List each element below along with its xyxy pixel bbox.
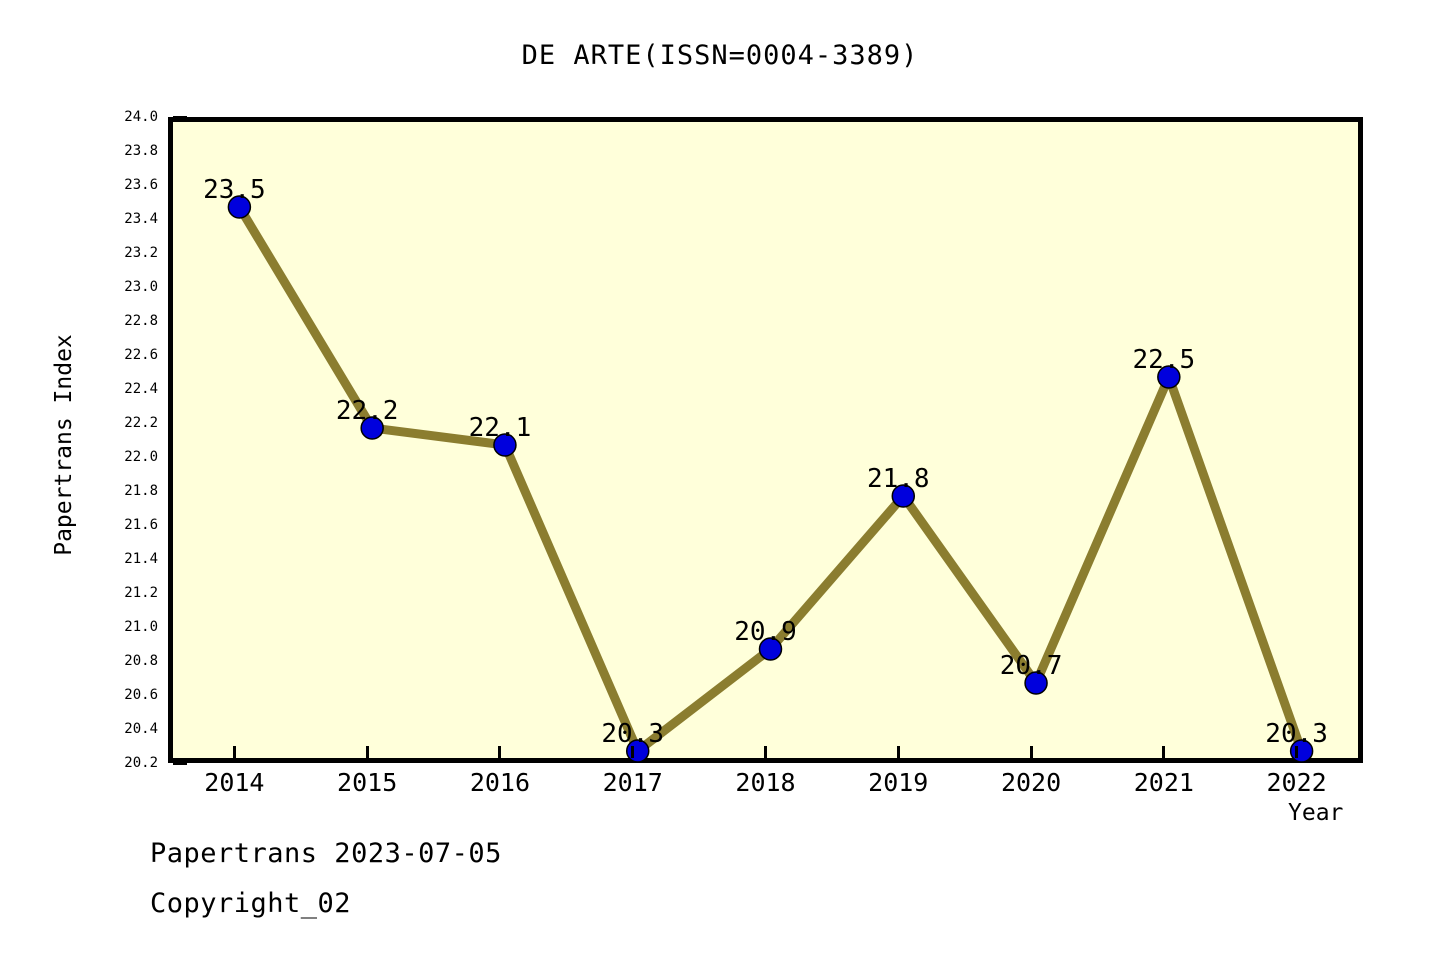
x-tick-mark — [1029, 746, 1033, 758]
y-tick-label: 21.0 — [124, 619, 158, 635]
marker-group — [227, 195, 1314, 763]
x-tick-label-2015: 2015 — [337, 768, 398, 797]
data-point-2014 — [227, 195, 252, 219]
data-point-2016 — [493, 433, 517, 457]
x-tick-label-2018: 2018 — [735, 768, 796, 797]
x-tick-mark — [232, 746, 236, 758]
x-tick-label-2016: 2016 — [469, 768, 531, 797]
data-label-2016: 22.1 — [468, 413, 532, 443]
y-tick-label: 21.4 — [124, 551, 158, 567]
y-tick-label: 20.8 — [124, 653, 158, 669]
x-tick-mark — [498, 746, 502, 758]
x-tick-label-2019: 2019 — [868, 768, 929, 797]
data-label-2020: 20.7 — [999, 651, 1063, 681]
data-label-2022: 20.3 — [1265, 719, 1328, 749]
data-label-2014: 23.5 — [203, 175, 266, 205]
y-tick-label: 23.0 — [124, 279, 158, 295]
data-series-svg — [227, 195, 1314, 763]
y-tick-major — [173, 762, 187, 765]
data-point-2018 — [758, 637, 783, 661]
x-tick-mark — [764, 746, 767, 758]
y-tick-label: 22.6 — [124, 347, 158, 363]
x-tick-mark — [631, 746, 635, 758]
data-point-2019 — [891, 484, 916, 508]
y-tick-label: 20.2 — [124, 755, 158, 771]
y-tick-label: 21.8 — [124, 483, 158, 499]
x-tick-label-2014: 2014 — [204, 768, 265, 797]
data-point-2015 — [360, 416, 384, 440]
x-tick-mark — [896, 746, 900, 758]
y-tick-label: 23.6 — [124, 177, 158, 193]
y-tick-label: 23.4 — [124, 211, 158, 227]
data-point-2020 — [1024, 671, 1048, 695]
footer-copyright-line: Copyright_02 — [150, 888, 352, 919]
y-tick-label: 22.2 — [124, 415, 158, 431]
x-tick-label-2020: 2020 — [1000, 768, 1062, 797]
x-tick-label-2021: 2021 — [1133, 768, 1194, 797]
y-tick-label: 20.4 — [124, 721, 158, 737]
y-tick-label: 21.2 — [124, 585, 158, 601]
x-tick-label-2022: 2022 — [1266, 768, 1327, 797]
y-tick-label: 23.2 — [124, 245, 158, 261]
y-axis-title-container: Papertrans Index — [44, 280, 84, 610]
y-tick-label: 22.8 — [124, 313, 158, 329]
data-label-2019: 21.8 — [866, 464, 930, 494]
x-tick-mark — [1295, 746, 1299, 758]
plot-area — [168, 117, 1363, 763]
data-label-2021: 22.5 — [1132, 345, 1196, 375]
x-tick-label-2017: 2017 — [602, 768, 663, 797]
x-tick-mark — [365, 746, 369, 758]
data-label-2015: 22.2 — [335, 396, 399, 426]
y-axis-title: Papertrans Index — [51, 334, 77, 556]
data-label-2017: 20.3 — [601, 719, 665, 749]
x-axis-title: Year — [1288, 800, 1344, 826]
y-tick-label: 23.8 — [124, 143, 158, 159]
y-tick-label: 22.4 — [124, 381, 158, 397]
y-tick-label: 21.6 — [124, 517, 158, 533]
y-tick-label: 24.0 — [124, 109, 158, 125]
y-tick-label: 20.6 — [124, 687, 158, 703]
line-series-papertrans-index — [234, 202, 1307, 756]
x-tick-mark — [1162, 746, 1166, 758]
data-label-2018: 20.9 — [734, 617, 797, 647]
y-tick-label: 22.0 — [124, 449, 158, 465]
chart-title: DE ARTE(ISSN=0004-3389) — [521, 40, 919, 71]
data-point-2021 — [1157, 365, 1181, 389]
footer-source-line: Papertrans 2023-07-05 — [150, 838, 502, 869]
